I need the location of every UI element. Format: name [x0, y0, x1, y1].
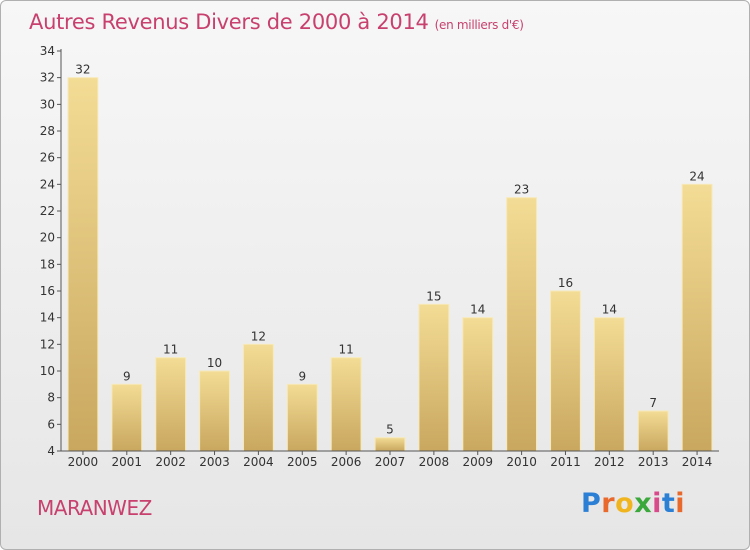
y-tick-label: 16: [40, 284, 55, 298]
value-label-2008: 15: [426, 289, 441, 303]
value-label-2009: 14: [470, 303, 485, 317]
y-tick-label: 32: [40, 71, 55, 85]
value-label-2004: 12: [251, 329, 266, 343]
value-label-2013: 7: [649, 396, 657, 410]
x-tick-label-2010: 2010: [506, 455, 537, 469]
x-tick-label-2006: 2006: [331, 455, 362, 469]
value-label-2001: 9: [123, 369, 131, 383]
bar-2003: [199, 370, 230, 452]
value-labels: 32 9 11 10 12 9 11 5 15 14 23 16 14 7 24: [75, 63, 704, 437]
y-tick-label: 6: [47, 417, 55, 431]
bar-2004: [242, 343, 274, 452]
bar-2001: [111, 383, 143, 452]
bar-2010: [506, 197, 538, 452]
y-tick-label: 34: [40, 44, 55, 58]
bar-2011: [550, 290, 581, 452]
chart-title: Autres Revenus Divers de 2000 à 2014 (en …: [29, 10, 524, 34]
value-label-2011: 16: [558, 276, 573, 290]
value-label-2014: 24: [689, 169, 704, 183]
value-label-2000: 32: [75, 63, 90, 77]
x-tick-label-2011: 2011: [550, 455, 581, 469]
bar-2007: [374, 437, 406, 452]
x-tick-label-2008: 2008: [419, 455, 450, 469]
value-label-2005: 9: [298, 369, 306, 383]
y-tick-label: 22: [40, 204, 55, 218]
x-tick-label-2002: 2002: [155, 455, 186, 469]
y-tick-label: 18: [40, 257, 55, 271]
x-tick-label-2007: 2007: [375, 455, 406, 469]
y-axis: 4 6 8 10 12 14 16 18 20 22 24 26 28 30 32 34: [40, 44, 62, 458]
x-tick-label-2013: 2013: [638, 455, 669, 469]
bar-2005: [286, 383, 318, 452]
x-axis: 2000 2001 2002 2003 2004 2005 2006 2007 2008 2009…: [61, 450, 719, 469]
bar-2014: [681, 183, 713, 452]
x-tick-label-2005: 2005: [287, 455, 318, 469]
chart-title-unit: (en milliers d'€): [434, 18, 524, 32]
proxiti-logo[interactable]: Proxiti: [581, 488, 685, 519]
x-tick-label-2001: 2001: [112, 455, 143, 469]
logo-letter: x: [634, 488, 653, 519]
y-tick-label: 10: [40, 364, 55, 378]
chart-title-text: Autres Revenus Divers de 2000 à 2014: [29, 10, 429, 34]
logo-letter: P: [581, 488, 602, 519]
bar-2006: [330, 357, 362, 452]
bars: [67, 77, 713, 452]
logo-letter: t: [661, 488, 676, 519]
y-tick-label: 14: [40, 311, 55, 325]
x-tick-label-2009: 2009: [462, 455, 493, 469]
bar-2012: [593, 317, 625, 452]
value-label-2006: 11: [338, 343, 353, 357]
value-label-2002: 11: [163, 343, 178, 357]
logo-letter: i: [652, 488, 662, 519]
y-tick-label: 26: [40, 151, 55, 165]
y-tick-label: 8: [47, 391, 55, 405]
value-label-2003: 10: [207, 356, 222, 370]
y-tick-label: 4: [47, 444, 55, 458]
bar-2008: [418, 303, 450, 452]
y-tick-label: 24: [40, 177, 55, 191]
value-label-2012: 14: [602, 303, 617, 317]
y-tick-label: 30: [40, 97, 55, 111]
bar-2009: [462, 317, 494, 452]
value-label-2007: 5: [386, 423, 394, 437]
y-tick-label: 28: [40, 124, 55, 138]
y-tick-label: 12: [40, 337, 55, 351]
x-tick-label-2004: 2004: [243, 455, 274, 469]
x-tick-label-2012: 2012: [594, 455, 625, 469]
x-tick-label-2014: 2014: [682, 455, 713, 469]
bar-2000: [67, 77, 99, 452]
value-label-2010: 23: [514, 183, 529, 197]
bar-2002: [155, 357, 187, 452]
bar-2013: [637, 410, 669, 452]
logo-letter: o: [615, 488, 635, 519]
logo-letter: i: [675, 488, 686, 519]
commune-name: MARANWEZ: [37, 496, 152, 520]
x-tick-label-2000: 2000: [68, 455, 99, 469]
logo-letter: r: [601, 488, 616, 519]
y-tick-label: 20: [40, 231, 55, 245]
x-tick-label-2003: 2003: [199, 455, 230, 469]
